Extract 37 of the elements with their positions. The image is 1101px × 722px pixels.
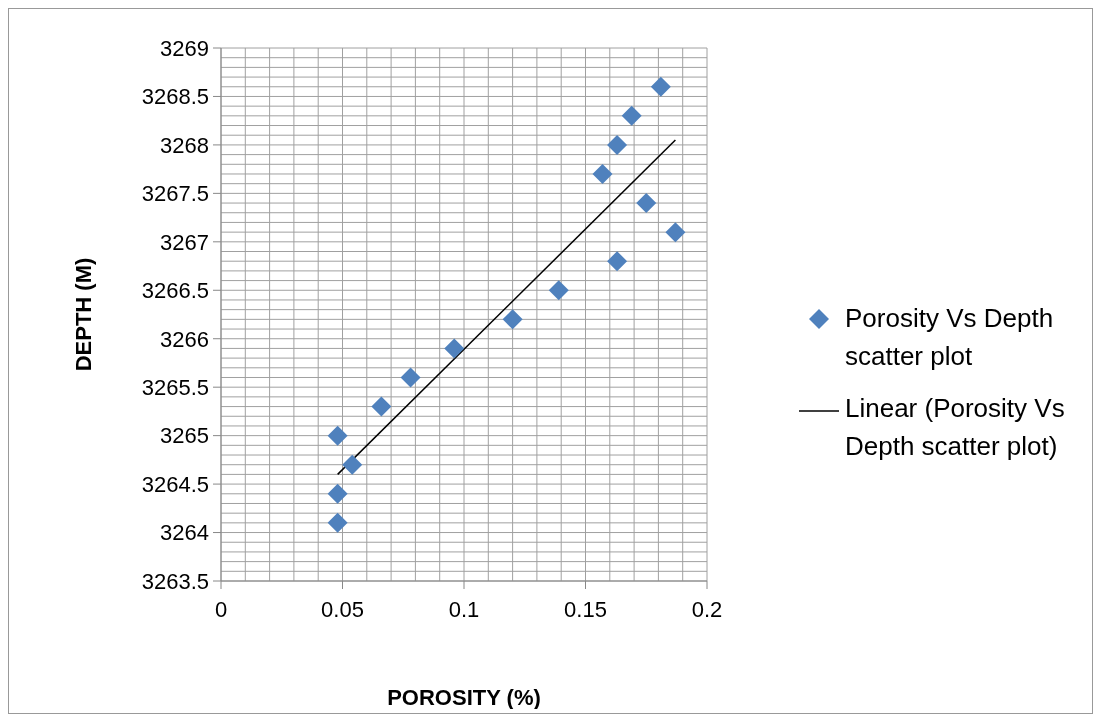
point [371,396,392,417]
x-tick-label: 0.05 [321,596,364,622]
x-axis-title: POROSITY (%) [387,685,541,710]
point [327,483,348,504]
legend-label: Linear (Porosity Vs Depth scatter plot) [845,392,1066,463]
point [400,367,421,388]
y-tick-label: 3264.5 [141,471,209,497]
y-tick-label: 3267 [160,229,209,255]
point [327,425,348,446]
y-tick-label: 3263.5 [141,568,209,594]
point [607,251,628,272]
point [444,338,465,359]
y-tick-label: 3267.5 [141,181,209,207]
y-tick-label: 3268.5 [141,84,209,110]
point [342,454,363,475]
y-tick-label: 3268 [160,132,209,158]
point [621,105,642,126]
point [502,309,523,330]
x-tick-label: 0 [214,596,228,622]
y-tick-label: 3266.5 [141,278,209,304]
y-tick-label: 3265.5 [141,374,209,400]
y-axis-title: DEPTH (M) [70,257,96,372]
point [636,193,657,214]
y-tick-label: 3265 [160,423,209,449]
point [665,222,686,243]
x-tick-label: 0.1 [448,596,480,622]
point [607,134,628,155]
point [650,76,671,97]
y-tick-label: 3266 [160,326,209,352]
point [327,512,348,533]
legend-label: Porosity Vs Depth scatter plot [845,302,1055,373]
x-tick-label: 0.2 [691,596,723,622]
y-tick-label: 3264 [160,520,209,546]
y-tick-label: 3269 [160,35,209,61]
x-tick-label: 0.15 [564,596,607,622]
point [548,280,569,301]
point [592,163,613,184]
